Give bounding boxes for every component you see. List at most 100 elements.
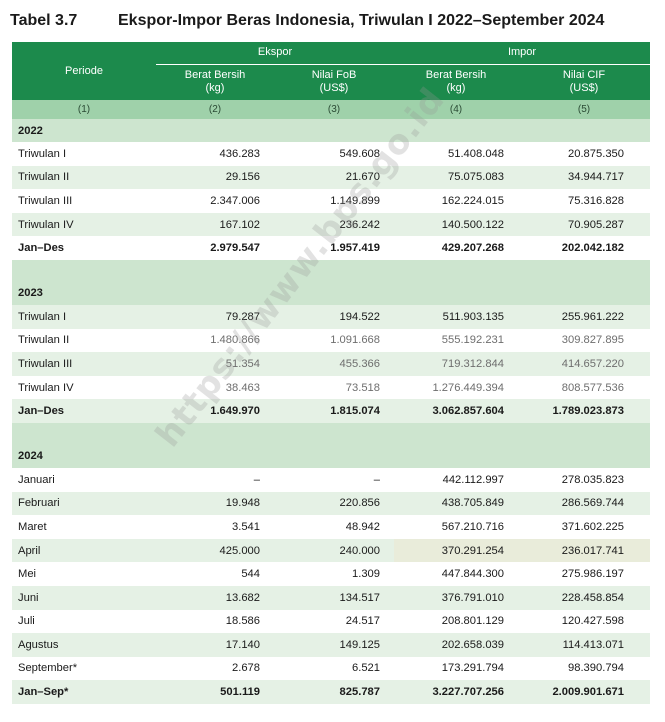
col-index: (1) [12, 100, 156, 119]
section-year-2024: 2024 [12, 444, 650, 468]
section-year-2022: 2022 [12, 119, 650, 142]
value-cell: – [274, 467, 394, 492]
table-row: Juli 18.586 24.517 208.801.129 120.427.5… [12, 609, 650, 634]
value-cell: 173.291.794 [394, 656, 518, 681]
period-cell: September* [12, 656, 156, 681]
total-label: Jan–Sep* [12, 680, 156, 704]
value-cell: 2.347.006 [156, 189, 274, 213]
value-cell: 286.569.744 [518, 491, 650, 516]
section-gap [12, 422, 650, 445]
value-cell: 414.657.220 [518, 352, 650, 376]
period-cell: Triwulan III [12, 352, 156, 376]
value-cell: 3.541 [156, 515, 274, 539]
value-cell: – [156, 467, 274, 492]
value-cell: 1.309 [274, 562, 394, 586]
value-cell: 34.944.717 [518, 165, 650, 190]
total-cell: 1.815.074 [274, 399, 394, 423]
value-cell: 442.112.997 [394, 467, 518, 492]
header-impor-berat: Berat Bersih (kg) [394, 64, 518, 100]
total-label: Jan–Des [12, 399, 156, 423]
value-cell: 48.942 [274, 515, 394, 539]
total-cell: 825.787 [274, 680, 394, 704]
col-index: (3) [274, 100, 394, 119]
value-cell: 162.224.015 [394, 189, 518, 213]
total-cell: 3.227.707.256 [394, 680, 518, 704]
table-row: Triwulan II 1.480.866 1.091.668 555.192.… [12, 328, 650, 353]
year-label: 2022 [12, 119, 156, 142]
year-label: 2024 [12, 444, 156, 468]
value-cell: 376.791.010 [394, 585, 518, 610]
total-cell: 429.207.268 [394, 236, 518, 260]
value-cell: 1.091.668 [274, 328, 394, 353]
period-cell: Mei [12, 562, 156, 586]
value-cell: 2.678 [156, 656, 274, 681]
value-cell: 208.801.129 [394, 609, 518, 634]
value-cell: 511.903.135 [394, 304, 518, 329]
value-cell: 140.500.122 [394, 212, 518, 237]
value-cell: 544 [156, 562, 274, 586]
value-cell: 240.000 [274, 538, 394, 563]
period-cell: Triwulan IV [12, 375, 156, 400]
table-row: Triwulan I 436.283 549.608 51.408.048 20… [12, 142, 650, 166]
header-ekspor: Ekspor [156, 42, 394, 65]
value-cell: 24.517 [274, 609, 394, 634]
col-index: (5) [518, 100, 650, 119]
period-cell: Februari [12, 491, 156, 516]
period-cell: Triwulan II [12, 328, 156, 353]
value-cell: 134.517 [274, 585, 394, 610]
total-cell: 1.957.419 [274, 236, 394, 260]
value-cell: 370.291.254 [394, 538, 518, 563]
period-cell: Juni [12, 585, 156, 610]
header-impor-nilai: Nilai CIF (US$) [518, 64, 650, 100]
period-cell: April [12, 538, 156, 563]
table-row: Juni 13.682 134.517 376.791.010 228.458.… [12, 585, 650, 610]
value-cell: 1.480.866 [156, 328, 274, 353]
period-cell: Maret [12, 515, 156, 539]
period-cell: Triwulan II [12, 165, 156, 190]
value-cell: 120.427.598 [518, 609, 650, 634]
total-cell: 1.649.970 [156, 399, 274, 423]
table-row: Triwulan III 51.354 455.366 719.312.844 … [12, 352, 650, 376]
total-cell: 1.789.023.873 [518, 399, 650, 423]
col-index: (2) [156, 100, 274, 119]
value-cell: 447.844.300 [394, 562, 518, 586]
value-cell: 567.210.716 [394, 515, 518, 539]
value-cell: 13.682 [156, 585, 274, 610]
period-cell: Januari [12, 467, 156, 492]
table-row: Triwulan II 29.156 21.670 75.075.083 34.… [12, 165, 650, 190]
table-row: Triwulan I 79.287 194.522 511.903.135 25… [12, 304, 650, 329]
value-cell: 275.986.197 [518, 562, 650, 586]
value-cell: 98.390.794 [518, 656, 650, 681]
value-cell: 51.408.048 [394, 142, 518, 166]
value-cell: 21.670 [274, 165, 394, 190]
col-index: (4) [394, 100, 518, 119]
table-row: September* 2.678 6.521 173.291.794 98.39… [12, 656, 650, 681]
table-number: Tabel 3.7 [10, 12, 78, 29]
value-cell: 278.035.823 [518, 467, 650, 492]
table-row: Januari – – 442.112.997 278.035.823 [12, 467, 650, 492]
value-cell: 79.287 [156, 304, 274, 329]
header-ekspor-nilai: Nilai FoB (US$) [274, 64, 394, 100]
value-cell: 73.518 [274, 375, 394, 400]
table-row: Triwulan IV 167.102 236.242 140.500.122 … [12, 212, 650, 237]
value-cell: 455.366 [274, 352, 394, 376]
table-row: Februari 19.948 220.856 438.705.849 286.… [12, 491, 650, 516]
value-cell: 236.017.741 [518, 538, 650, 563]
value-cell: 17.140 [156, 633, 274, 657]
table-row: Agustus 17.140 149.125 202.658.039 114.4… [12, 633, 650, 657]
value-cell: 228.458.854 [518, 585, 650, 610]
value-cell: 149.125 [274, 633, 394, 657]
value-cell: 220.856 [274, 491, 394, 516]
table-row: Triwulan III 2.347.006 1.149.899 162.224… [12, 189, 650, 213]
table-row: Maret 3.541 48.942 567.210.716 371.602.2… [12, 515, 650, 539]
value-cell: 6.521 [274, 656, 394, 681]
table-row: Mei 544 1.309 447.844.300 275.986.197 [12, 562, 650, 586]
value-cell: 38.463 [156, 375, 274, 400]
total-label: Jan–Des [12, 236, 156, 260]
value-cell: 70.905.287 [518, 212, 650, 237]
period-cell: Triwulan I [12, 142, 156, 166]
total-row: Jan–Des 2.979.547 1.957.419 429.207.268 … [12, 236, 650, 260]
value-cell: 167.102 [156, 212, 274, 237]
table-title: Tabel 3.7 Ekspor-Impor Beras Indonesia, … [10, 9, 660, 33]
total-cell: 2.979.547 [156, 236, 274, 260]
